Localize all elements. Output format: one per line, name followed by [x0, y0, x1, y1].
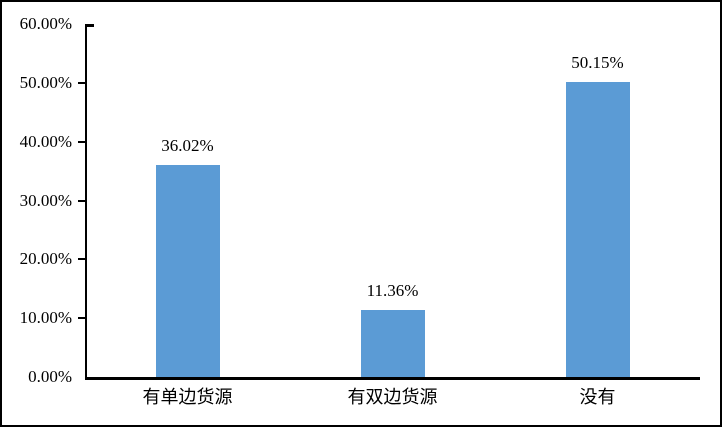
- bar-2: [360, 310, 425, 377]
- y-axis-tick-label: 60.00%: [19, 14, 72, 33]
- y-axis-tick-label: 40.00%: [19, 131, 72, 151]
- y-axis-top-cap: [85, 24, 94, 27]
- bar-value-label: 36.02%: [161, 136, 214, 156]
- y-axis-line: [85, 24, 87, 380]
- y-axis-tick-label: 0.00%: [28, 367, 72, 386]
- y-axis-tick-mark: [78, 258, 85, 261]
- y-axis-tick-label: 20.00%: [19, 249, 72, 269]
- bar-1: [155, 165, 220, 377]
- bar-value-label: 50.15%: [571, 52, 624, 72]
- bar-3: [565, 81, 630, 377]
- category-label: 没有: [579, 387, 616, 407]
- y-axis-tick-mark: [78, 199, 85, 202]
- x-axis-line: [85, 377, 700, 380]
- category-label: 有单边货源: [142, 387, 233, 407]
- y-axis-tick-mark: [78, 140, 85, 143]
- y-axis-tick-mark: [78, 81, 85, 84]
- category-label: 有双边货源: [347, 387, 438, 407]
- y-axis-tick-label: 50.00%: [19, 72, 72, 92]
- bar-value-label: 11.36%: [366, 281, 419, 301]
- y-axis-tick-label: 30.00%: [19, 190, 72, 210]
- y-axis-tick-label: 10.00%: [19, 308, 72, 328]
- y-axis-tick-mark: [78, 317, 85, 320]
